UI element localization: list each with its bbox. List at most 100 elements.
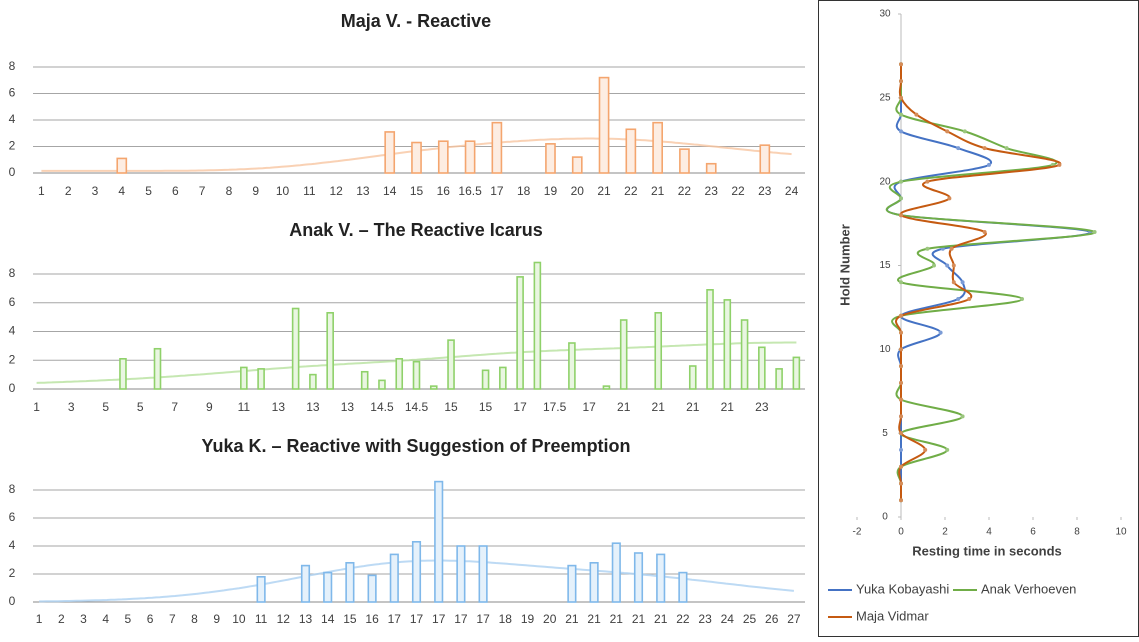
series-line xyxy=(895,64,1062,501)
x-tick-label: 5 xyxy=(102,400,109,414)
point xyxy=(949,246,954,251)
bar xyxy=(706,289,714,390)
time-tick-label: 4 xyxy=(986,527,992,538)
y-tick-label: 4 xyxy=(9,538,16,552)
hold-tick-label: 5 xyxy=(882,428,888,439)
x-tick-label: 11 xyxy=(255,612,268,626)
x-tick-label: 13 xyxy=(272,400,286,414)
x-tick-label: 5 xyxy=(137,400,144,414)
point xyxy=(960,414,965,419)
point xyxy=(1092,229,1097,234)
bar xyxy=(499,366,507,390)
y-tick-label: 6 xyxy=(9,295,16,309)
point xyxy=(899,481,903,486)
bar xyxy=(429,385,438,390)
point xyxy=(899,196,903,201)
time-tick-label: 10 xyxy=(1115,527,1127,538)
point xyxy=(923,447,928,452)
x-tick-label: 4 xyxy=(102,612,109,626)
x-tick-label: 21 xyxy=(597,184,611,198)
bar xyxy=(571,156,583,174)
hold-tick-label: 20 xyxy=(879,176,891,187)
point xyxy=(914,112,919,117)
x-tick-label: 11 xyxy=(303,184,316,198)
bar xyxy=(602,385,611,390)
bar xyxy=(412,360,421,390)
bar xyxy=(291,307,300,390)
point xyxy=(899,464,903,469)
bar xyxy=(478,545,488,603)
point xyxy=(899,62,903,67)
x-tick-label: 17 xyxy=(490,184,504,198)
x-tick-label: 23 xyxy=(698,612,712,626)
bar xyxy=(434,480,444,603)
bar xyxy=(516,276,524,390)
point xyxy=(899,179,903,184)
bar xyxy=(395,358,404,390)
x-tick-label: 9 xyxy=(213,612,220,626)
x-tick-label: 1 xyxy=(36,612,43,626)
x-tick-label: 21 xyxy=(632,612,646,626)
x-tick-label: 3 xyxy=(80,612,87,626)
y-tick-label: 4 xyxy=(9,324,16,338)
bar xyxy=(758,346,766,390)
bar xyxy=(678,571,688,603)
bar xyxy=(360,370,369,390)
x-tick-label: 10 xyxy=(232,612,246,626)
y-tick-label: 4 xyxy=(9,112,16,126)
point xyxy=(945,129,950,134)
x-tick-label: 13 xyxy=(299,612,313,626)
bar xyxy=(116,157,128,174)
x-tick-label: 7 xyxy=(169,612,176,626)
x-tick-label: 1 xyxy=(33,400,40,414)
x-tick-label: 21 xyxy=(610,612,624,626)
time-tick-label: -2 xyxy=(853,527,862,538)
x-tick-label: 18 xyxy=(517,184,531,198)
bar xyxy=(367,574,377,603)
x-tick-label: 9 xyxy=(252,184,259,198)
x-tick-label: 3 xyxy=(68,400,75,414)
bar xyxy=(456,545,466,603)
legend-label: Maja Vidmar xyxy=(856,608,929,623)
x-tick-label: 12 xyxy=(277,612,291,626)
point xyxy=(899,79,903,84)
bar xyxy=(740,319,749,390)
bar xyxy=(256,575,266,603)
chart-title: Maja V. - Reactive xyxy=(341,11,491,31)
x-tick-label: 13 xyxy=(356,184,370,198)
bar xyxy=(654,312,663,390)
bar xyxy=(705,162,717,174)
x-tick-label: 15 xyxy=(444,400,458,414)
bar xyxy=(437,140,449,174)
hold-tick-label: 10 xyxy=(879,344,891,355)
bar xyxy=(723,299,732,390)
point xyxy=(899,112,903,117)
x-tick-label: 2 xyxy=(58,612,65,626)
point xyxy=(982,229,987,234)
bar xyxy=(611,542,621,603)
bar xyxy=(775,368,783,390)
x-tick-label: 13 xyxy=(341,400,355,414)
time-tick-label: 2 xyxy=(942,527,948,538)
bar xyxy=(625,128,637,174)
x-tick-label: 17.5 xyxy=(543,400,567,414)
x-tick-label: 24 xyxy=(721,612,735,626)
x-tick-label: 5 xyxy=(125,612,132,626)
point xyxy=(899,364,903,369)
point xyxy=(956,146,961,151)
point xyxy=(945,263,950,268)
bar xyxy=(633,552,644,603)
y-tick-label: 6 xyxy=(9,510,16,524)
x-tick-label: 20 xyxy=(571,184,585,198)
x-tick-label: 7 xyxy=(199,184,206,198)
x-tick-label: 15 xyxy=(479,400,493,414)
x-tick-label: 12 xyxy=(329,184,343,198)
bar xyxy=(384,131,396,174)
y-tick-label: 8 xyxy=(9,59,16,73)
x-tick-label: 14.5 xyxy=(370,400,394,414)
x-tick-label: 9 xyxy=(206,400,213,414)
x-tick-label: 21 xyxy=(721,400,735,414)
point xyxy=(899,447,903,452)
point xyxy=(899,129,903,134)
x-tick-label: 24 xyxy=(785,184,799,198)
